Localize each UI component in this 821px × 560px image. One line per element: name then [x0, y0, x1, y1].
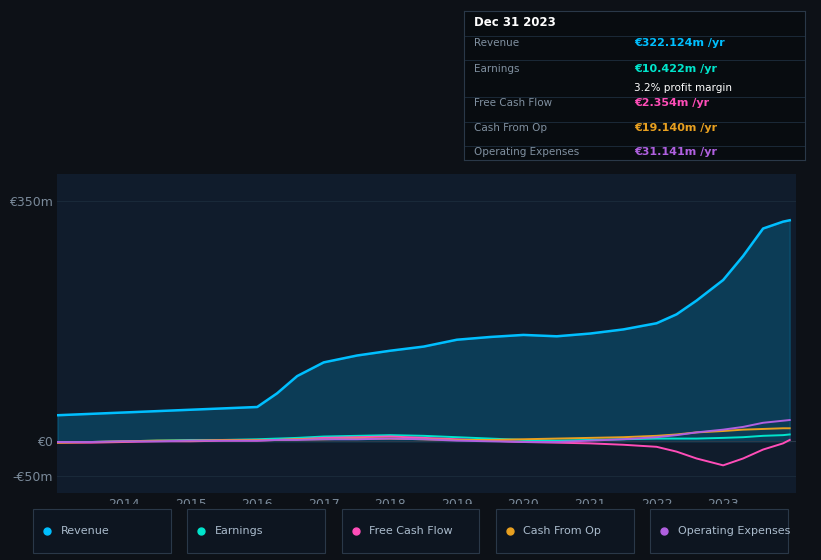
Text: Free Cash Flow: Free Cash Flow: [369, 526, 452, 535]
Text: €31.141m /yr: €31.141m /yr: [635, 147, 718, 157]
Bar: [342, 510, 479, 553]
Text: Cash From Op: Cash From Op: [474, 123, 547, 133]
Text: Free Cash Flow: Free Cash Flow: [474, 98, 553, 108]
Text: €2.354m /yr: €2.354m /yr: [635, 98, 709, 108]
Text: Operating Expenses: Operating Expenses: [678, 526, 790, 535]
Text: Dec 31 2023: Dec 31 2023: [474, 16, 556, 29]
Text: €10.422m /yr: €10.422m /yr: [635, 64, 718, 74]
Text: Revenue: Revenue: [61, 526, 109, 535]
Text: Earnings: Earnings: [215, 526, 264, 535]
Bar: [33, 510, 171, 553]
Text: Operating Expenses: Operating Expenses: [474, 147, 580, 157]
Text: €322.124m /yr: €322.124m /yr: [635, 38, 725, 48]
Text: Earnings: Earnings: [474, 64, 520, 74]
Text: Cash From Op: Cash From Op: [524, 526, 601, 535]
Text: €19.140m /yr: €19.140m /yr: [635, 123, 718, 133]
Text: Revenue: Revenue: [474, 38, 519, 48]
Bar: [650, 510, 788, 553]
Text: 3.2% profit margin: 3.2% profit margin: [635, 83, 732, 92]
Bar: [187, 510, 325, 553]
Bar: [496, 510, 634, 553]
